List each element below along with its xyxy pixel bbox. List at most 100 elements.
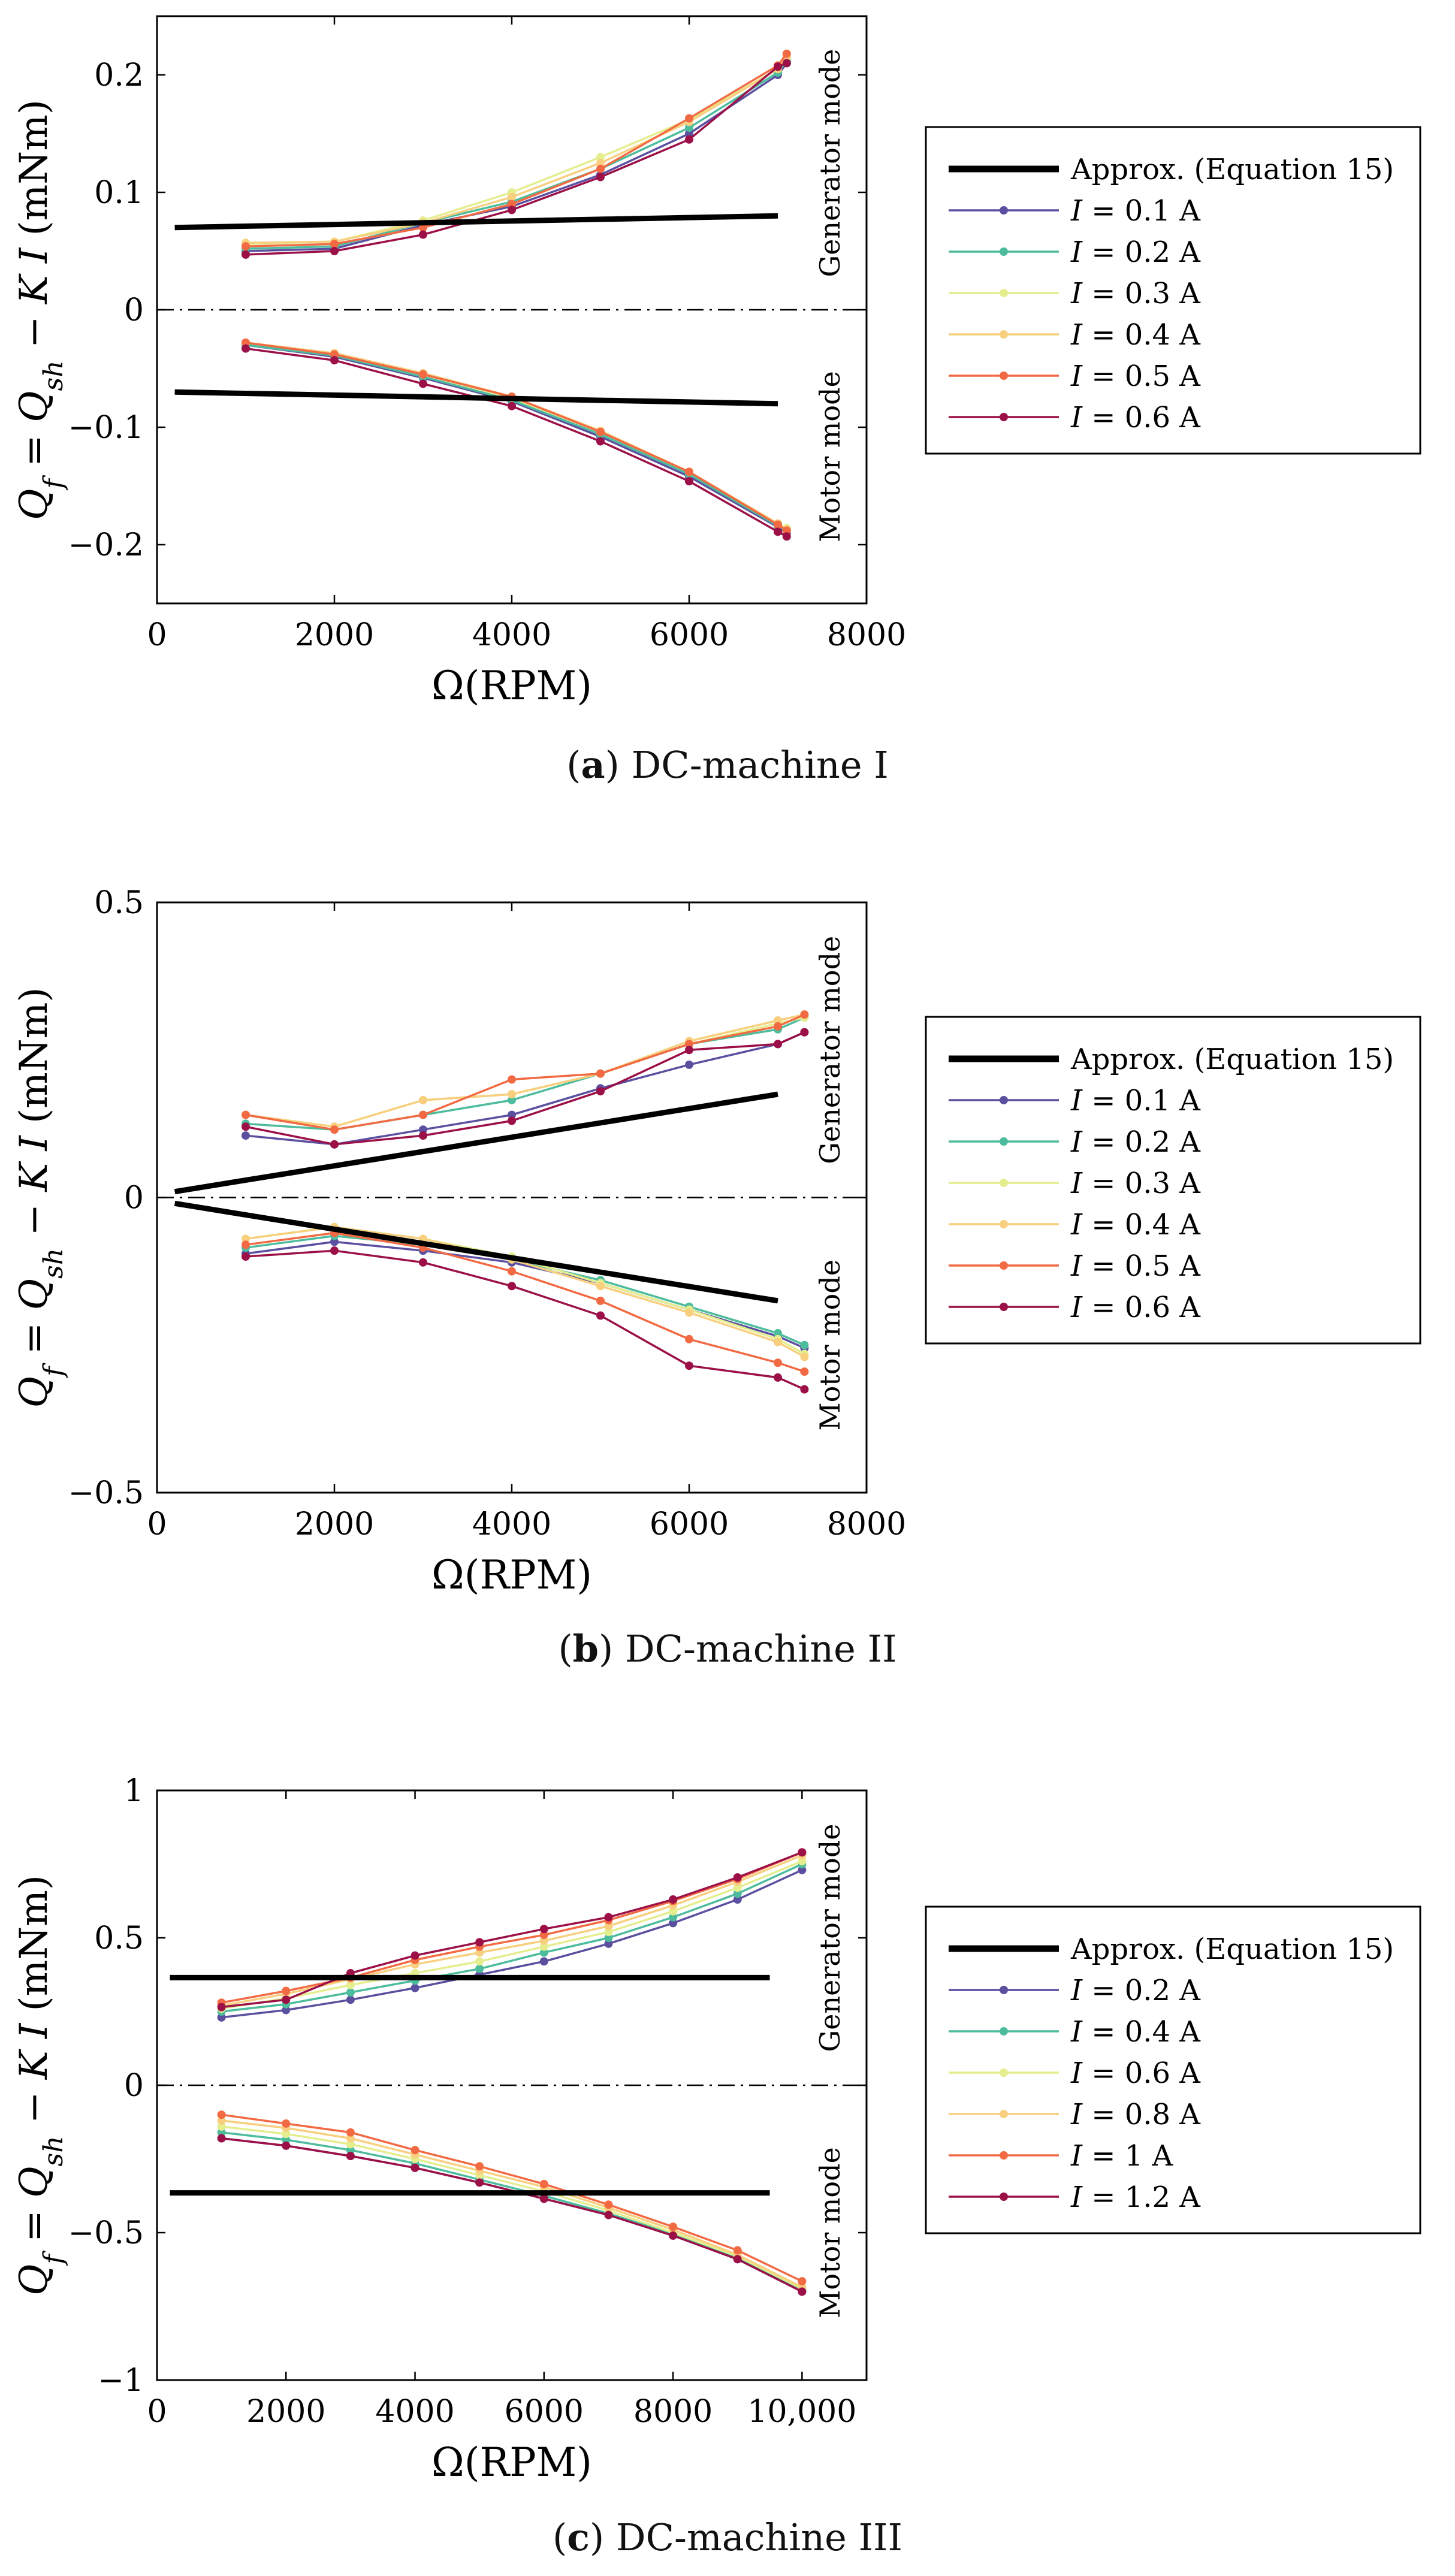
data-point	[685, 1040, 693, 1049]
y-tick-label: 0	[124, 1180, 144, 1216]
data-point	[242, 1252, 250, 1261]
data-point	[419, 1258, 427, 1267]
x-axis-label: Ω(RPM)	[431, 663, 592, 709]
y-tick-label: −0.5	[68, 1475, 144, 1511]
series-line	[221, 2125, 803, 2290]
data-point	[596, 173, 605, 182]
data-point	[346, 2152, 355, 2161]
data-point	[800, 1367, 809, 1376]
caption-c: (c) DC-machine III	[552, 2515, 902, 2559]
series-line	[221, 1869, 803, 2019]
data-point	[800, 1010, 809, 1019]
series-line	[221, 2113, 803, 2282]
data-point	[782, 49, 791, 58]
legend-entry-label: I = 0.6 A	[1070, 2056, 1201, 2090]
series-line	[221, 1860, 803, 2010]
data-point	[596, 1296, 605, 1305]
y-tick-label: 0.1	[94, 175, 144, 211]
data-point	[475, 2178, 484, 2187]
data-point	[774, 1329, 782, 1338]
approx-line	[174, 389, 778, 407]
data-point	[410, 1983, 419, 1992]
legend-entry-label: I = 0.6 A	[1070, 1291, 1201, 1324]
data-point	[282, 2119, 291, 2128]
data-point	[669, 1913, 678, 1922]
series-line	[221, 1851, 803, 2009]
data-point	[596, 437, 605, 446]
y-tick-label: −1	[98, 2363, 144, 2399]
series-line	[221, 1851, 803, 2004]
legend: Approx. (Equation 15) I = 0.1 A I = 0.2 A I…	[925, 126, 1421, 455]
x-tick-label: 8000	[633, 2394, 713, 2430]
legend-approx-label: Approx. (Equation 15)	[1070, 153, 1394, 186]
legend-swatch-marker	[1000, 330, 1008, 339]
data-point	[774, 62, 782, 71]
series-line	[245, 53, 788, 247]
series-line	[245, 1249, 805, 1391]
data-point	[800, 1028, 809, 1037]
legend-swatch-marker	[1000, 2151, 1008, 2160]
data-point	[282, 2141, 291, 2150]
legend-swatch-marker	[1000, 2193, 1008, 2201]
data-point	[217, 2116, 226, 2125]
series-line	[245, 1031, 805, 1146]
data-point	[508, 200, 516, 209]
data-point	[346, 1988, 355, 1997]
legend: Approx. (Equation 15) I = 0.1 A I = 0.2 A I…	[925, 1016, 1421, 1345]
legend-swatch-marker	[1000, 372, 1008, 380]
data-point	[419, 1110, 427, 1119]
data-point	[410, 1951, 419, 1960]
data-point	[346, 2134, 355, 2143]
legend-entry-label: I = 0.4 A	[1070, 1208, 1201, 1242]
x-tick-label: 6000	[505, 2394, 584, 2430]
data-point	[346, 2146, 355, 2155]
data-point	[604, 1934, 613, 1942]
series-line	[245, 344, 787, 532]
data-point	[539, 1942, 548, 1951]
series-line	[245, 62, 788, 252]
motor-mode-label: Motor mode	[814, 2147, 846, 2318]
chart-panel-a: 0 2000 4000 6000 8000 −0.2 −0.1 0 0.1 0.2 Ω(RPM) Qf…	[12, 15, 1421, 709]
data-point	[800, 1352, 809, 1361]
y-axis-label: Qf = Qsh − K I (mNm)	[12, 987, 69, 1408]
legend-approx-label: Approx. (Equation 15)	[1070, 1043, 1394, 1076]
y-axis-label: Qf = Qsh − K I (mNm)	[12, 1875, 69, 2296]
data-point	[798, 1865, 807, 1874]
legend-entry-label: I = 0.2 A	[1070, 1974, 1201, 2007]
x-tick-label: 2000	[246, 2394, 325, 2430]
legend-swatch-marker	[1000, 206, 1008, 215]
data-point	[346, 1980, 355, 1989]
y-tick-label: 0	[124, 2068, 144, 2104]
legend-entry-label: I = 0.4 A	[1070, 318, 1201, 352]
data-point	[604, 1928, 613, 1937]
data-point	[217, 2122, 226, 2131]
data-point	[774, 1373, 782, 1382]
data-point	[685, 129, 693, 138]
legend-box	[925, 1016, 1421, 1345]
data-point	[330, 1246, 339, 1255]
series-line	[245, 1013, 805, 1131]
data-point	[410, 2146, 419, 2155]
data-point	[508, 1282, 516, 1291]
data-point	[330, 247, 339, 255]
data-point	[596, 1282, 605, 1291]
data-point	[346, 2140, 355, 2149]
data-point	[419, 223, 427, 232]
data-point	[596, 427, 605, 436]
legend-swatch-marker	[1000, 2068, 1008, 2077]
data-point	[508, 1110, 516, 1119]
legend-swatch-marker	[1000, 1986, 1008, 1994]
data-point	[685, 135, 693, 144]
y-tick-label: −0.1	[68, 410, 144, 446]
x-tick-label: 2000	[295, 617, 374, 653]
data-point	[242, 1240, 250, 1249]
x-axis-label: Ω(RPM)	[431, 2439, 592, 2486]
data-point	[774, 1358, 782, 1367]
generator-mode-label: Generator mode	[814, 936, 846, 1164]
data-point	[217, 2128, 226, 2137]
series-line	[221, 2119, 803, 2288]
y-tick-label: −0.5	[68, 2215, 144, 2251]
caption-a: (a) DC-machine I	[566, 743, 889, 787]
data-point	[539, 1931, 548, 1940]
